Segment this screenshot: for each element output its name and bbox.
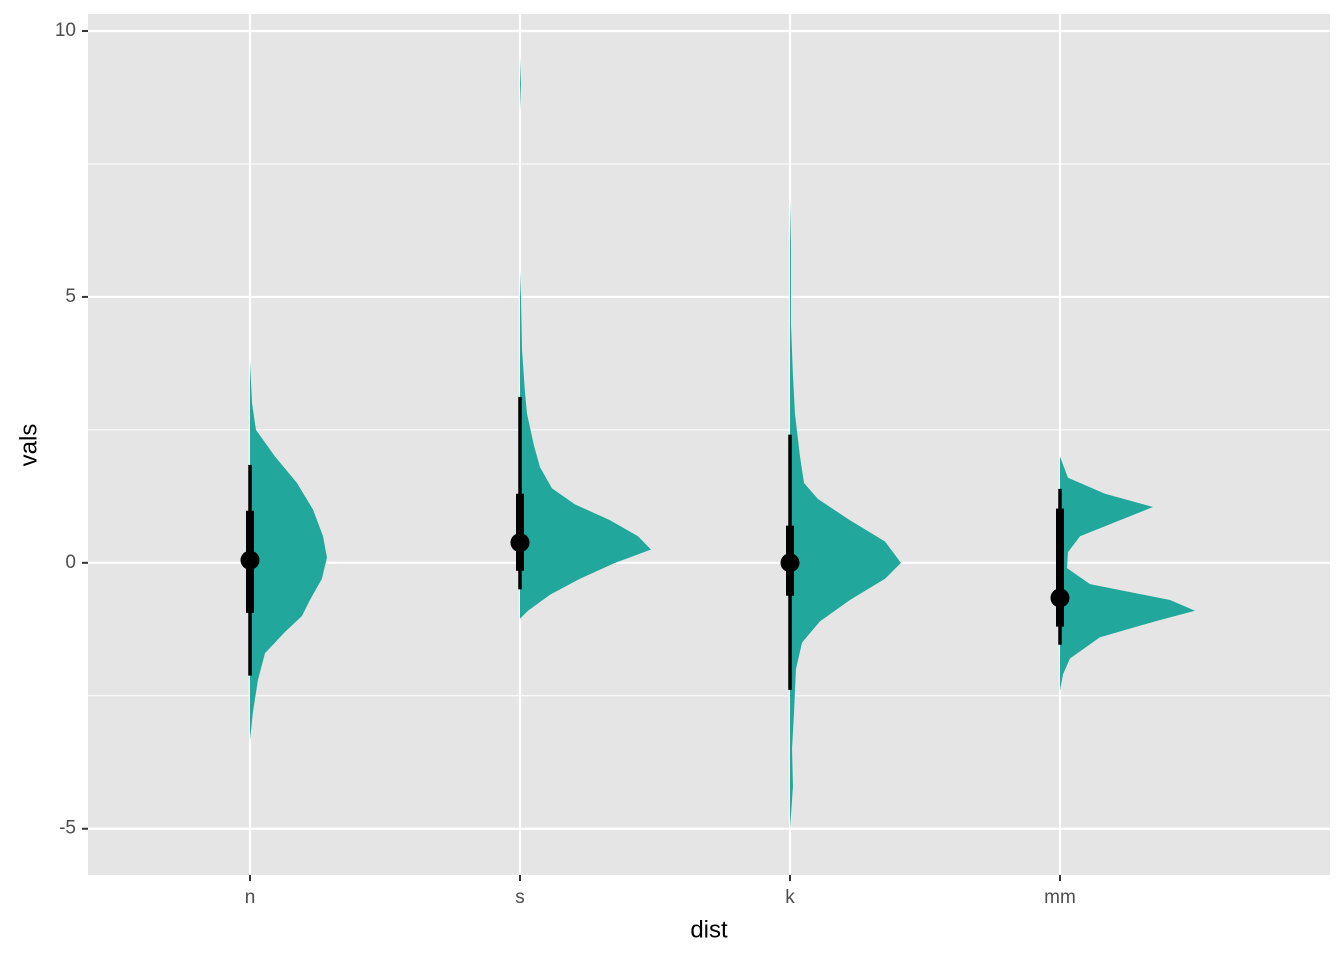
marks <box>240 57 1195 829</box>
median-point <box>780 553 800 573</box>
y-tick-label: -5 <box>59 818 76 839</box>
x-tick-label: s <box>515 887 525 908</box>
y-tick-label: 0 <box>65 552 76 573</box>
x-tick-label: n <box>245 887 256 908</box>
slab <box>250 360 327 740</box>
y-axis-title: vals <box>15 424 42 467</box>
median-point <box>1050 588 1070 608</box>
median-point <box>240 550 260 570</box>
panel <box>88 14 1330 875</box>
x-tick-label: mm <box>1044 887 1076 908</box>
y-tick-label: 10 <box>55 20 76 41</box>
x-tick-label: k <box>785 887 795 908</box>
slab <box>1060 456 1195 691</box>
slab <box>790 201 901 829</box>
y-tick-label: 5 <box>65 286 76 307</box>
median-point <box>510 533 530 553</box>
slab <box>520 57 651 619</box>
x-axis-title: dist <box>690 916 728 943</box>
